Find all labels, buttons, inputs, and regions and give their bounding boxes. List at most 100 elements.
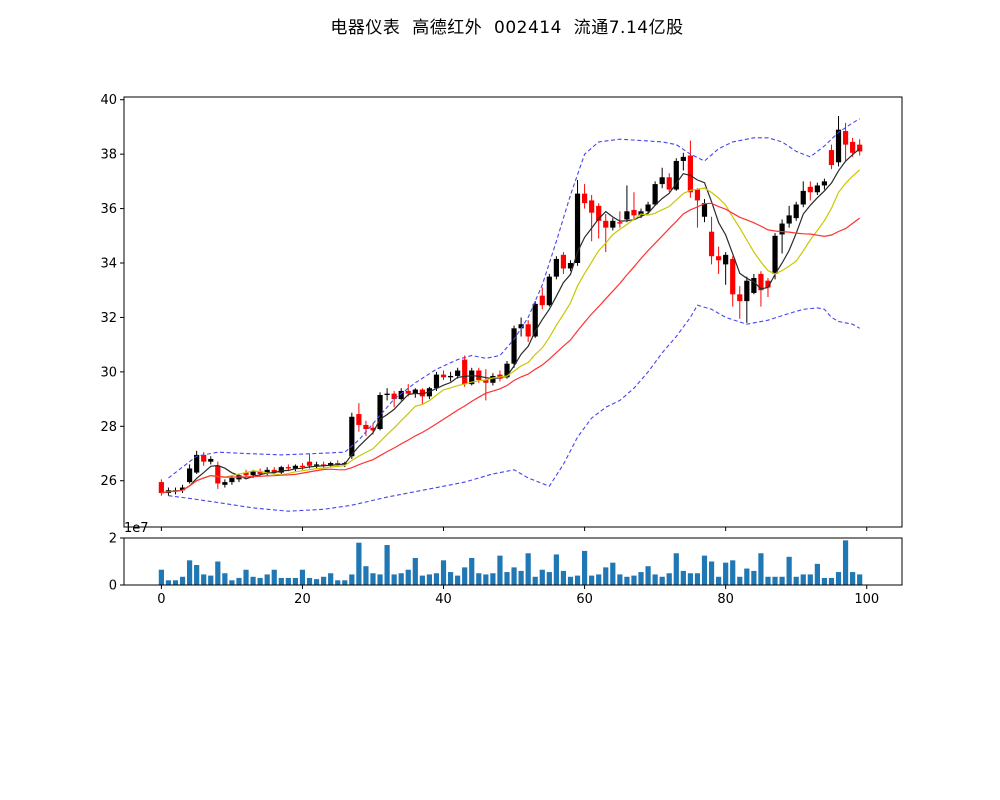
volume-bar (828, 577, 835, 585)
candle-body (716, 256, 722, 261)
candle-body (617, 222, 623, 224)
candle-up (490, 373, 496, 386)
volume-bar (179, 576, 186, 585)
volume-bar (751, 570, 757, 585)
volume-bar (208, 575, 214, 585)
candle-body (751, 277, 757, 293)
y-tick-label: 28 (100, 420, 117, 435)
volume-bar (158, 569, 164, 585)
volume-bar (645, 566, 651, 585)
volume-bar (222, 573, 228, 585)
candle-down (617, 211, 623, 228)
volume-bar (680, 570, 686, 585)
candle-body (581, 193, 588, 204)
candle-body (546, 276, 552, 306)
candle-body (793, 204, 799, 219)
volume-bar (786, 556, 792, 585)
candle-body (596, 205, 602, 221)
y-tick-label: 40 (100, 93, 117, 108)
candle-up (659, 167, 665, 189)
candle-up (222, 479, 228, 488)
volume-bar (744, 568, 750, 585)
volume-bar (758, 553, 764, 585)
volume-bar (257, 577, 263, 585)
candlestick-series (158, 116, 863, 496)
volume-bar (772, 576, 778, 585)
volume-y-tick-label: 2 (109, 532, 117, 547)
volume-bar (610, 562, 616, 585)
candle-body (659, 177, 665, 185)
candle-body (257, 471, 263, 474)
candle-body (814, 185, 820, 193)
candle-up (349, 412, 355, 459)
candle-body (737, 294, 743, 302)
volume-bar (857, 574, 863, 585)
candle-up (546, 273, 552, 307)
candle-down (356, 403, 362, 432)
volume-bar (574, 575, 581, 585)
candle-body (433, 374, 440, 389)
candle-body (490, 375, 496, 383)
candle-up (652, 181, 658, 206)
candle-body (363, 424, 369, 430)
x-tick-label: 40 (435, 592, 452, 607)
candle-body (673, 160, 679, 190)
candle-body (250, 471, 256, 476)
volume-bar (525, 553, 531, 585)
candle-body (574, 193, 581, 264)
volume-bar (850, 572, 856, 585)
volume-bar (433, 573, 440, 585)
candle-body (455, 370, 461, 376)
candle-body (779, 223, 785, 235)
candle-up (264, 467, 270, 476)
candle-body (194, 454, 200, 473)
candle-down (419, 388, 425, 405)
candle-body (306, 461, 313, 466)
volume-bar (603, 567, 609, 585)
volume-bar (779, 576, 785, 585)
candle-down (497, 370, 503, 382)
volume-bar (504, 572, 510, 585)
volume-bar (250, 576, 256, 585)
volume-bar (567, 576, 574, 585)
volume-bar (440, 560, 447, 585)
candle-up (793, 201, 799, 221)
candle-up (186, 464, 193, 484)
candle-down (842, 122, 849, 161)
x-tick-label: 0 (157, 592, 165, 607)
candle-body (645, 204, 651, 212)
candle-body (201, 454, 207, 462)
candle-body (222, 482, 228, 485)
volume-bar (412, 557, 418, 585)
volume-bar (391, 574, 397, 585)
candle-body (215, 465, 221, 484)
candle-down (737, 286, 743, 319)
candle-up (179, 484, 186, 493)
volume-bar (835, 572, 842, 585)
volume-bar (581, 550, 588, 585)
candle-down (687, 140, 693, 198)
candle-down (828, 144, 835, 170)
volume-bar (596, 574, 602, 585)
candle-body (539, 295, 545, 306)
volume-bar (201, 574, 207, 585)
candle-body (666, 177, 672, 190)
candle-body (603, 220, 609, 228)
volume-bar (321, 576, 327, 585)
candle-body (807, 186, 813, 193)
candle-up (511, 325, 517, 368)
price-y-axis: 26 28 30 32 34 36 38 40 (100, 93, 124, 489)
candle-body (828, 150, 835, 166)
volume-bar (560, 570, 567, 585)
candle-body (589, 200, 595, 213)
candle-body (328, 463, 334, 466)
volume-bar (405, 569, 411, 585)
y-tick-label: 36 (100, 202, 117, 217)
candle-up (800, 181, 806, 208)
candle-down (391, 390, 397, 408)
candle-body (708, 231, 715, 257)
candle-down (589, 194, 595, 242)
volume-bar (483, 574, 489, 585)
candle-down (730, 256, 736, 307)
